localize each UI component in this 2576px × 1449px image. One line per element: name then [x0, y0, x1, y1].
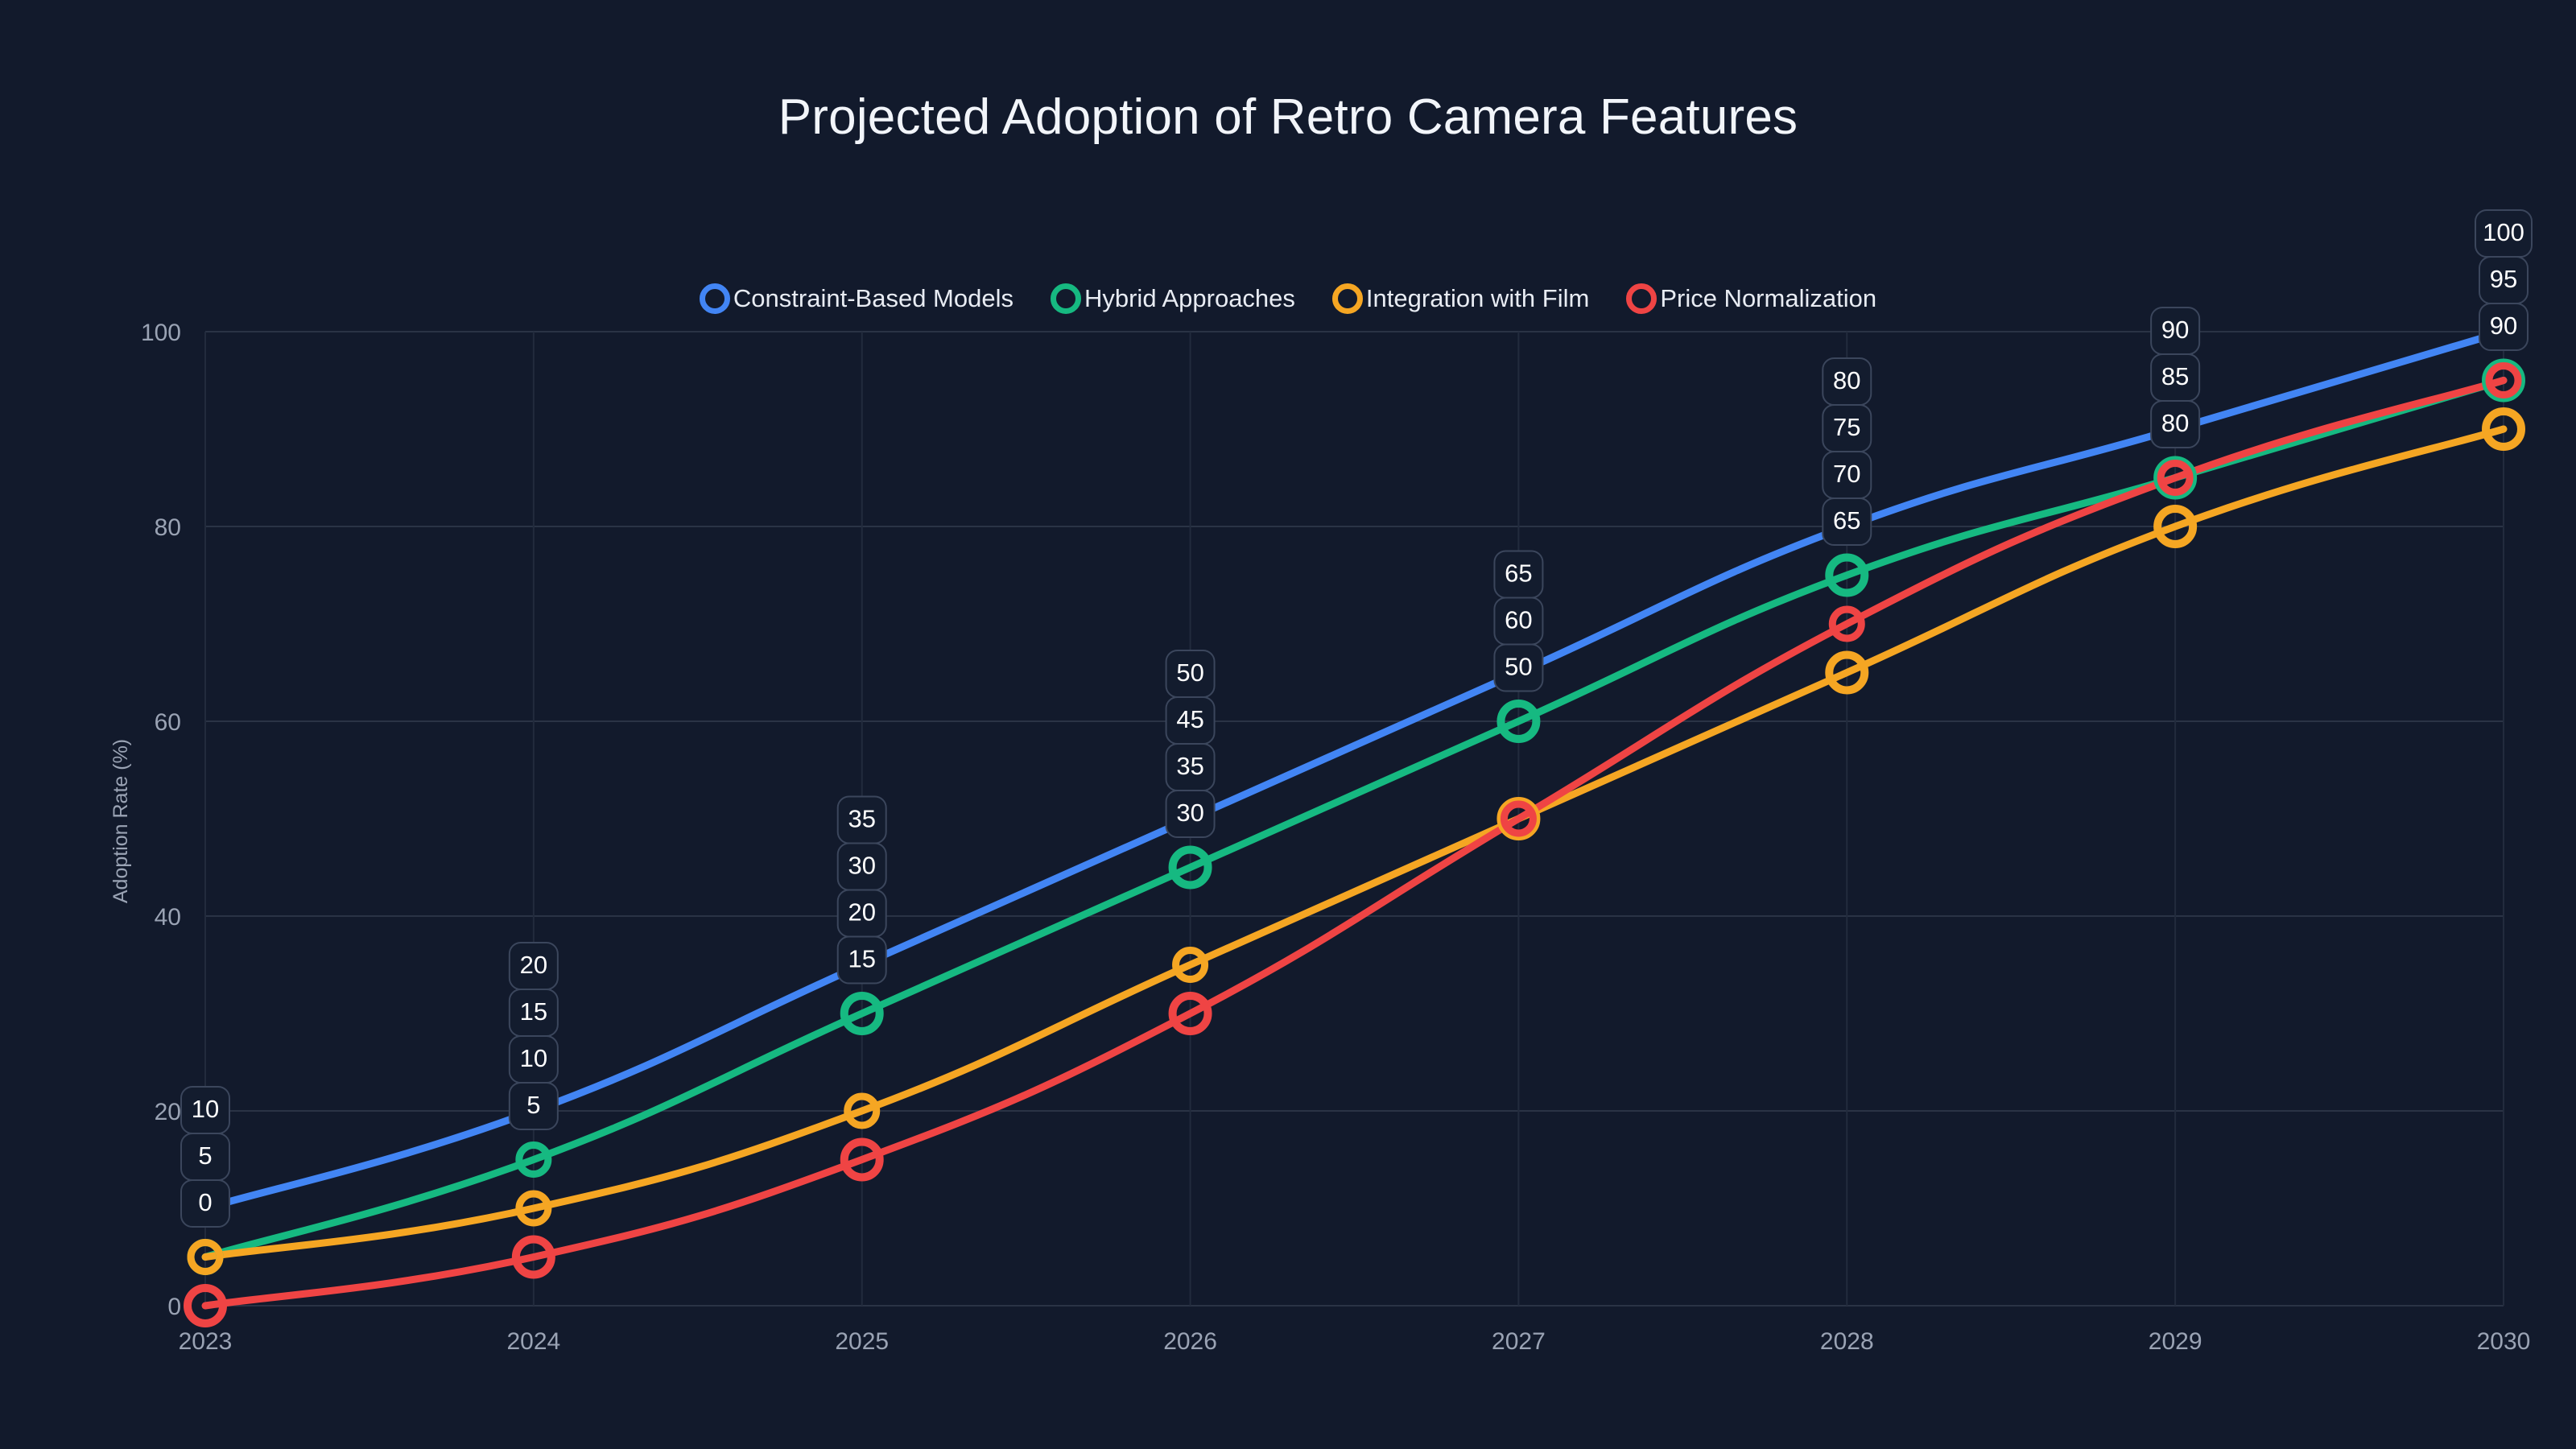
point-value-chip: 80: [1822, 357, 1872, 406]
x-axis-tick-label: 2024: [506, 1328, 560, 1355]
data-point-marker[interactable]: [1825, 553, 1869, 597]
point-value-chip: 75: [1822, 404, 1872, 452]
point-value-chip: 90: [2150, 307, 2201, 355]
data-point-marker[interactable]: [515, 1141, 552, 1178]
x-axis-tick-label: 2027: [1492, 1328, 1546, 1355]
point-value-chip: 15: [836, 935, 887, 985]
svg-text:35: 35: [1176, 752, 1203, 780]
x-axis-tick-label: 2026: [1163, 1328, 1217, 1355]
data-point-marker[interactable]: [1828, 605, 1865, 642]
data-point-marker[interactable]: [840, 1137, 884, 1182]
point-value-chip: 85: [2150, 353, 2201, 402]
point-value-chip: 5: [508, 1082, 559, 1130]
svg-text:70: 70: [1833, 460, 1860, 488]
point-value-chip: 95: [2479, 256, 2529, 304]
x-axis-tick-label: 2030: [2477, 1328, 2531, 1355]
svg-text:90: 90: [2490, 312, 2517, 340]
y-axis-tick-label: 0: [167, 1294, 181, 1320]
y-axis-tick-label: 100: [141, 320, 181, 346]
point-value-chip: 50: [1165, 650, 1216, 698]
svg-text:15: 15: [848, 945, 875, 973]
svg-text:50: 50: [1505, 653, 1532, 681]
y-axis-tick-label: 40: [155, 904, 181, 931]
point-value-chip: 30: [836, 842, 887, 891]
x-axis-tick-label: 2028: [1820, 1328, 1874, 1355]
svg-text:35: 35: [848, 805, 875, 833]
svg-text:75: 75: [1833, 413, 1860, 441]
point-value-chip: 35: [1165, 743, 1216, 791]
point-value-chip: 10: [508, 1035, 559, 1084]
data-point-marker[interactable]: [511, 1235, 555, 1279]
point-value-chip: 15: [508, 989, 559, 1037]
data-point-marker[interactable]: [2485, 362, 2522, 398]
point-value-chip: 5: [180, 1133, 230, 1181]
data-point-marker[interactable]: [184, 1284, 227, 1327]
data-point-marker[interactable]: [187, 1239, 224, 1275]
svg-text:10: 10: [192, 1095, 219, 1123]
point-value-chip: 0: [180, 1179, 230, 1228]
data-point-marker[interactable]: [840, 992, 884, 1035]
point-value-chip: 70: [1822, 451, 1872, 499]
data-point-marker[interactable]: [1168, 845, 1212, 890]
x-axis-tick-label: 2025: [835, 1328, 889, 1355]
y-axis-tick-label: 60: [155, 709, 181, 736]
data-point-marker[interactable]: [844, 1092, 881, 1129]
point-value-chip: 20: [836, 889, 887, 938]
series-line-0: [201, 328, 2508, 1212]
data-point-marker[interactable]: [1172, 947, 1209, 983]
y-axis-tick-label: 80: [155, 514, 181, 541]
svg-text:85: 85: [2161, 362, 2189, 390]
point-value-chip: 90: [2479, 303, 2529, 351]
svg-text:65: 65: [1833, 506, 1860, 535]
svg-text:80: 80: [1833, 366, 1860, 394]
svg-text:15: 15: [520, 997, 547, 1026]
data-point-marker[interactable]: [1500, 800, 1537, 837]
data-point-marker[interactable]: [2153, 505, 2198, 548]
svg-text:60: 60: [1505, 606, 1532, 634]
data-point-marker[interactable]: [1168, 992, 1212, 1035]
data-point-marker[interactable]: [2482, 407, 2525, 451]
point-value-chip: 80: [2150, 400, 2201, 448]
point-value-chip: 100: [2475, 209, 2533, 258]
svg-text:5: 5: [198, 1141, 212, 1170]
point-value-chip: 50: [1493, 643, 1544, 692]
svg-text:100: 100: [2483, 218, 2524, 246]
x-axis-tick-label: 2023: [179, 1328, 233, 1355]
y-axis-tick-label: 20: [155, 1099, 181, 1125]
data-point-marker[interactable]: [1825, 650, 1869, 695]
svg-text:80: 80: [2161, 409, 2189, 437]
svg-text:30: 30: [848, 852, 875, 880]
data-point-marker[interactable]: [2157, 460, 2194, 496]
svg-text:90: 90: [2161, 316, 2189, 344]
point-value-chip: 60: [1493, 597, 1544, 646]
svg-text:95: 95: [2490, 265, 2517, 293]
point-value-chip: 65: [1822, 497, 1872, 546]
svg-text:65: 65: [1505, 559, 1532, 588]
point-value-chip: 35: [836, 795, 887, 844]
point-value-chip: 30: [1165, 790, 1216, 838]
svg-text:20: 20: [520, 951, 547, 979]
svg-text:30: 30: [1176, 799, 1203, 827]
point-value-chip: 45: [1165, 696, 1216, 745]
data-point-marker[interactable]: [1496, 700, 1541, 743]
chart-title: Projected Adoption of Retro Camera Featu…: [778, 89, 1798, 145]
svg-text:50: 50: [1176, 658, 1203, 687]
svg-text:45: 45: [1176, 705, 1203, 733]
svg-text:5: 5: [526, 1091, 540, 1119]
point-value-chip: 10: [180, 1086, 230, 1134]
y-axis-title: Adoption Rate (%): [109, 739, 132, 903]
svg-text:0: 0: [198, 1188, 212, 1216]
svg-text:10: 10: [520, 1044, 547, 1072]
data-point-marker[interactable]: [515, 1190, 552, 1227]
series-line-3: [201, 377, 2508, 1310]
series-line-1: [201, 377, 2508, 1261]
point-value-chip: 65: [1493, 550, 1544, 599]
series-line-2: [201, 425, 2508, 1261]
svg-text:20: 20: [848, 898, 875, 927]
x-axis-tick-label: 2029: [2149, 1328, 2202, 1355]
point-value-chip: 20: [508, 942, 559, 990]
